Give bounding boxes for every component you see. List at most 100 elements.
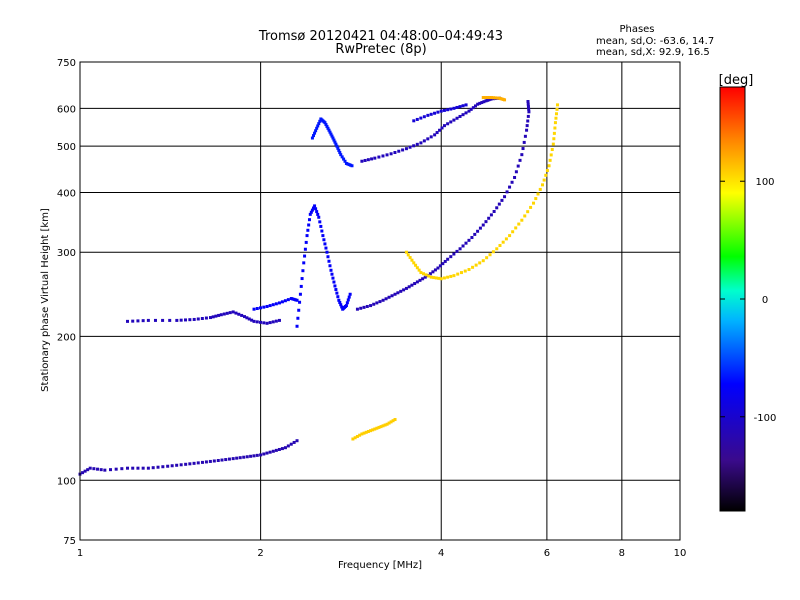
data-point <box>473 232 477 236</box>
data-point <box>526 119 530 123</box>
data-point <box>520 218 524 222</box>
y-tick-label: 750 <box>57 58 76 69</box>
data-point <box>449 120 453 124</box>
data-point <box>399 289 403 293</box>
data-point <box>455 105 459 109</box>
data-point <box>365 304 369 308</box>
data-point <box>516 164 520 168</box>
data-point <box>375 426 379 430</box>
data-point <box>299 284 303 288</box>
data-point <box>488 253 492 257</box>
x-tick-label: 10 <box>674 548 687 559</box>
data-point <box>553 126 557 130</box>
data-point <box>415 266 419 270</box>
y-tick-label: 500 <box>57 142 76 153</box>
data-point <box>428 272 432 276</box>
data-point <box>336 146 340 150</box>
x-tick-label: 1 <box>77 548 83 559</box>
data-point <box>504 237 508 241</box>
data-point <box>192 317 196 321</box>
data-point <box>396 291 400 295</box>
data-point <box>120 467 124 471</box>
data-point <box>305 234 309 238</box>
data-point <box>301 269 305 273</box>
y-axis-label: Stationary phase Virtual Height [km] <box>40 208 51 392</box>
data-point <box>478 226 482 230</box>
data-point <box>364 430 368 434</box>
data-point <box>168 318 172 322</box>
data-point <box>217 313 221 317</box>
data-point <box>271 449 275 453</box>
data-point <box>452 274 456 278</box>
data-point <box>404 147 408 151</box>
data-point <box>377 155 381 159</box>
data-point <box>327 128 331 132</box>
data-point <box>438 264 442 268</box>
data-point <box>307 223 311 227</box>
data-point <box>265 321 269 325</box>
data-point <box>314 129 318 133</box>
data-point <box>326 126 330 130</box>
data-point <box>323 242 327 246</box>
data-point <box>329 268 333 272</box>
data-point <box>188 318 192 322</box>
data-point <box>518 158 522 162</box>
data-point <box>526 210 530 214</box>
data-point <box>179 318 183 322</box>
data-point <box>381 154 385 158</box>
data-point <box>262 321 266 325</box>
data-point <box>415 142 419 146</box>
data-point <box>146 466 150 470</box>
data-point <box>252 307 256 311</box>
data-point <box>292 440 296 444</box>
data-point <box>378 300 382 304</box>
data-point <box>231 457 235 461</box>
data-point <box>242 315 246 319</box>
data-point <box>433 133 437 137</box>
data-points <box>78 96 560 476</box>
data-point <box>325 124 329 128</box>
data-point <box>442 124 446 128</box>
data-point <box>363 158 367 162</box>
data-point <box>522 140 526 144</box>
data-point <box>526 102 530 106</box>
data-point <box>366 429 370 433</box>
data-point <box>141 466 145 470</box>
data-point <box>481 259 485 263</box>
data-point <box>310 208 314 212</box>
data-point <box>298 292 302 296</box>
data-point <box>526 114 530 118</box>
data-point <box>238 456 242 460</box>
data-point <box>268 450 272 454</box>
data-point <box>161 318 165 322</box>
data-point <box>333 284 337 288</box>
data-point <box>242 455 246 459</box>
data-point <box>283 299 287 303</box>
data-point <box>252 319 256 323</box>
data-point <box>387 295 391 299</box>
data-point <box>314 207 318 211</box>
data-point <box>452 118 456 122</box>
data-point <box>286 298 290 302</box>
data-point <box>179 463 183 467</box>
data-point <box>320 229 324 233</box>
data-point <box>170 464 174 468</box>
data-point <box>303 247 307 251</box>
data-point <box>470 236 474 240</box>
data-point <box>375 301 379 305</box>
data-point <box>541 183 545 187</box>
data-point <box>136 466 140 470</box>
data-point <box>222 312 226 316</box>
data-point <box>295 324 299 328</box>
data-point <box>255 453 259 457</box>
data-point <box>505 190 509 194</box>
data-point <box>351 437 355 441</box>
data-point <box>212 459 216 463</box>
data-point <box>318 220 322 224</box>
data-point <box>397 149 401 153</box>
data-point <box>131 319 135 323</box>
data-point <box>407 285 411 289</box>
data-point <box>415 117 419 121</box>
x-tick-label: 4 <box>438 548 444 559</box>
